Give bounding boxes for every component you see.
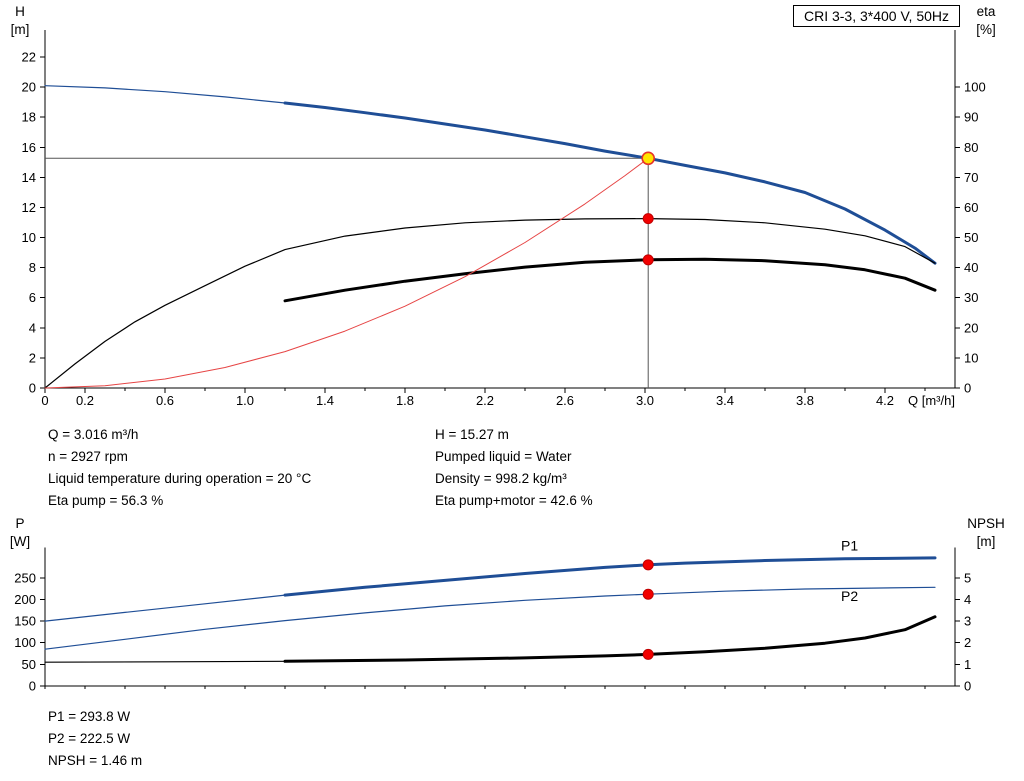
- p2-point: [642, 588, 654, 600]
- y-right-axis-title: eta: [977, 4, 996, 19]
- p1-curve-low-flow: [44, 594, 286, 622]
- y-right-tick-label: 50: [964, 230, 978, 245]
- x-tick-label: 1.0: [236, 393, 254, 408]
- duty-density-text: Density = 998.2 kg/m³: [435, 471, 567, 486]
- duty-data-right-column: H = 15.27 m Pumped liquid = Water Densit…: [435, 424, 593, 512]
- p1-curve: [283, 556, 937, 597]
- result-p2-text: P2 = 222.5 W: [48, 731, 131, 746]
- duty-eta-pump-motor-text: Eta pump+motor = 42.6 %: [435, 493, 593, 508]
- y-left-tick-label: 200: [14, 592, 36, 607]
- y-right-axis-unit: [%]: [976, 22, 996, 37]
- y-left-tick-label: 50: [22, 657, 36, 672]
- y-right-tick-label: 20: [964, 320, 978, 335]
- duty-data-left-column: Q = 3.016 m³/h n = 2927 rpm Liquid tempe…: [48, 424, 311, 512]
- pump-title-box: CRI 3-3, 3*400 V, 50Hz: [792, 5, 960, 27]
- y-right-tick-label: 5: [964, 570, 971, 585]
- x-tick-label: 3.8: [796, 393, 814, 408]
- y-left-axis-unit: [W]: [10, 534, 30, 549]
- y-right-tick-label: 30: [964, 290, 978, 305]
- y-right-tick-label: 80: [964, 140, 978, 155]
- y-left-tick-label: 250: [14, 570, 36, 585]
- y-right-tick-label: 1: [964, 657, 971, 672]
- result-p1-text: P1 = 293.8 W: [48, 709, 131, 724]
- p2-curve: [44, 586, 936, 650]
- duty-speed-text: n = 2927 rpm: [48, 449, 128, 464]
- y-left-axis-title: H: [15, 4, 25, 19]
- y-right-tick-label: 0: [964, 381, 971, 396]
- y-right-tick-label: 90: [964, 110, 978, 125]
- series-label-p2: P2: [841, 588, 858, 604]
- y-left-tick-label: 16: [22, 140, 36, 155]
- npsh-curve: [283, 615, 937, 663]
- x-tick-label: 2.2: [476, 393, 494, 408]
- y-left-tick-label: 100: [14, 635, 36, 650]
- x-tick-label: 1.8: [396, 393, 414, 408]
- eta-pump-curve: [44, 218, 936, 389]
- eta-pump-motor-point: [642, 254, 654, 266]
- result-npsh-text: NPSH = 1.46 m: [48, 753, 143, 768]
- y-left-tick-label: 0: [29, 381, 36, 396]
- npsh-point: [642, 648, 654, 660]
- y-left-tick-label: 150: [14, 614, 36, 629]
- y-right-axis-title: NPSH: [967, 516, 1005, 531]
- duty-eta-pump-text: Eta pump = 56.3 %: [48, 493, 164, 508]
- p1-point: [642, 559, 654, 571]
- x-tick-label: 0: [41, 393, 48, 408]
- x-axis-title: Q [m³/h]: [908, 393, 955, 408]
- y-right-tick-label: 60: [964, 200, 978, 215]
- y-left-tick-label: 18: [22, 110, 36, 125]
- qh-curve-low-flow: [44, 85, 286, 104]
- y-left-axis-title: P: [15, 516, 24, 531]
- y-right-tick-label: 0: [964, 679, 971, 694]
- qh-eta-chart: 0 2 4 6 8 10 12 14 16 18 20 22 0 10 20 30 40 50 60 70 80 90 10…: [11, 4, 996, 408]
- y-right-tick-label: 10: [964, 350, 978, 365]
- duty-point: [641, 151, 656, 166]
- power-npsh-chart: 0 50 100 150 200 250 0 1 2 3 4 5 P [W] NPSH [m] P1 P2: [10, 516, 1005, 694]
- y-left-tick-label: 4: [29, 320, 36, 335]
- y-right-tick-label: 70: [964, 170, 978, 185]
- y-left-tick-label: 22: [22, 50, 36, 65]
- y-left-tick-label: 14: [22, 170, 36, 185]
- x-tick-label: 2.6: [556, 393, 574, 408]
- eta-pump-motor-curve: [283, 257, 937, 303]
- duty-temperature-text: Liquid temperature during operation = 20…: [48, 471, 312, 486]
- y-right-tick-label: 100: [964, 80, 986, 95]
- x-tick-label: 0.6: [156, 393, 174, 408]
- x-tick-label: 1.4: [316, 393, 334, 408]
- y-left-tick-label: 10: [22, 230, 36, 245]
- y-left-tick-label: 12: [22, 200, 36, 215]
- series-label-p1: P1: [841, 538, 858, 554]
- qh-curve: [283, 101, 937, 265]
- y-left-tick-label: 0: [29, 679, 36, 694]
- x-tick-label: 0.2: [76, 393, 94, 408]
- x-tick-label: 3.0: [636, 393, 654, 408]
- y-right-tick-label: 2: [964, 635, 971, 650]
- npsh-curve-low-flow: [44, 660, 286, 663]
- system-curve: [44, 157, 649, 389]
- x-tick-label: 4.2: [876, 393, 894, 408]
- y-left-tick-label: 2: [29, 350, 36, 365]
- result-column: P1 = 293.8 W P2 = 222.5 W NPSH = 1.46 m: [48, 706, 142, 772]
- y-left-tick-label: 8: [29, 260, 36, 275]
- duty-flow-text: Q = 3.016 m³/h: [48, 427, 139, 442]
- eta-pump-point: [642, 213, 654, 225]
- y-right-axis-unit: [m]: [977, 534, 996, 549]
- y-left-tick-label: 20: [22, 80, 36, 95]
- y-left-axis-unit: [m]: [11, 22, 30, 37]
- y-left-tick-label: 6: [29, 290, 36, 305]
- y-right-tick-label: 3: [964, 614, 971, 629]
- duty-liquid-text: Pumped liquid = Water: [435, 449, 572, 464]
- x-tick-label: 3.4: [716, 393, 734, 408]
- y-right-tick-label: 40: [964, 260, 978, 275]
- duty-head-text: H = 15.27 m: [435, 427, 509, 442]
- y-right-tick-label: 4: [964, 592, 971, 607]
